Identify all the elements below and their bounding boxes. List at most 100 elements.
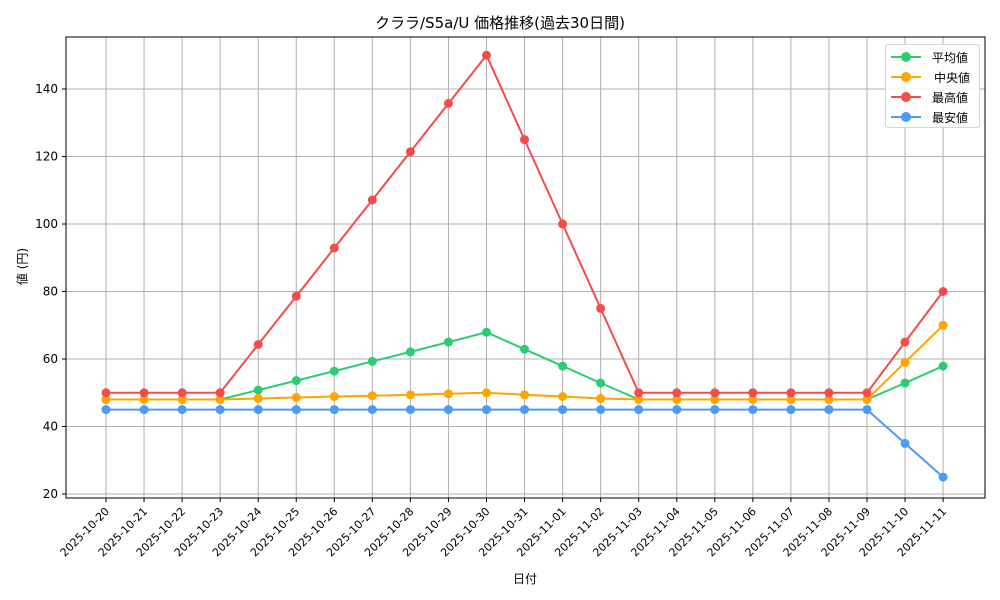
y-tick-label: 60 <box>43 352 58 366</box>
data-point-marker <box>215 405 225 415</box>
data-point-marker <box>900 337 910 347</box>
data-point-marker <box>520 135 529 145</box>
y-axis-label: 値 (円) <box>15 247 30 286</box>
legend-dot-marker-icon <box>901 72 911 82</box>
legend-item-median: 中央値 <box>886 67 979 87</box>
data-point-marker <box>938 472 948 482</box>
data-point-marker <box>596 378 606 388</box>
data-point-marker <box>253 405 263 415</box>
data-point-marker <box>329 366 339 376</box>
data-point-marker <box>786 388 796 398</box>
data-point-marker <box>405 347 415 357</box>
y-tick-label: 80 <box>43 285 58 299</box>
data-series <box>101 50 948 482</box>
data-point-marker <box>710 395 720 404</box>
legend-label: 最安値 <box>932 111 969 125</box>
x-axis-ticks: 2025-10-202025-10-212025-10-222025-10-23… <box>58 498 949 559</box>
data-point-marker <box>520 344 529 354</box>
data-point-marker <box>215 395 225 404</box>
data-point-marker <box>329 243 339 253</box>
data-point-marker <box>558 405 568 415</box>
legend-dot-marker-icon <box>901 92 911 102</box>
data-point-marker <box>101 395 111 404</box>
data-point-marker <box>558 361 568 371</box>
legend-dot-marker-icon <box>901 112 911 122</box>
data-point-marker <box>177 405 187 415</box>
data-point-marker <box>596 405 606 415</box>
legend-item-min: 最安値 <box>886 107 979 127</box>
data-point-marker <box>139 395 149 404</box>
data-point-marker <box>253 394 263 403</box>
data-point-marker <box>672 388 682 398</box>
y-tick-label: 100 <box>35 217 58 231</box>
legend-dot-marker-icon <box>901 52 911 62</box>
y-tick-label: 40 <box>43 420 58 434</box>
legend: 平均値 中央値 最高値 最安値 <box>885 44 980 128</box>
data-point-marker <box>367 356 377 366</box>
data-point-marker <box>139 405 149 415</box>
legend-label: 中央値 <box>934 71 971 85</box>
data-point-marker <box>443 405 453 415</box>
data-point-marker <box>405 405 415 415</box>
series-最安値 <box>101 405 948 482</box>
data-point-marker <box>329 405 339 415</box>
data-point-marker <box>177 395 187 404</box>
legend-label: 平均値 <box>932 51 969 65</box>
data-point-marker <box>253 385 263 395</box>
grid-lines <box>66 37 985 498</box>
data-point-marker <box>291 405 301 415</box>
data-point-marker <box>786 395 796 404</box>
data-point-marker <box>596 394 606 403</box>
data-point-marker <box>443 337 453 347</box>
data-point-marker <box>482 327 491 337</box>
data-point-marker <box>520 405 529 415</box>
plot-area-frame <box>65 36 986 499</box>
data-point-marker <box>862 405 872 415</box>
data-point-marker <box>405 390 415 400</box>
data-point-marker <box>482 405 491 415</box>
data-point-marker <box>558 219 568 229</box>
data-point-marker <box>634 395 644 404</box>
legend-item-max: 最高値 <box>886 87 979 107</box>
data-point-marker <box>482 388 491 398</box>
data-point-marker <box>443 389 453 399</box>
data-point-marker <box>215 388 225 398</box>
data-point-marker <box>558 392 568 401</box>
series-最高値 <box>101 50 948 398</box>
y-tick-label: 20 <box>43 487 58 501</box>
data-point-marker <box>710 388 720 398</box>
chart-title: クララ/S5a/U 価格推移(過去30日間) <box>375 14 625 32</box>
data-point-marker <box>405 147 415 157</box>
data-point-marker <box>672 395 682 404</box>
legend-item-mean: 平均値 <box>886 47 979 67</box>
data-point-marker <box>900 357 910 367</box>
data-point-marker <box>862 388 872 398</box>
data-point-marker <box>748 405 758 415</box>
data-point-marker <box>367 195 377 205</box>
x-axis-label: 日付 <box>512 572 537 586</box>
data-point-marker <box>900 438 910 448</box>
data-point-marker <box>938 287 948 296</box>
data-point-marker <box>329 392 339 401</box>
data-point-marker <box>786 405 796 415</box>
y-tick-label: 120 <box>35 150 58 164</box>
data-point-marker <box>139 388 149 398</box>
y-axis-ticks: 20 40 60 80 100 120 140 <box>35 82 66 501</box>
data-point-marker <box>938 361 948 371</box>
data-point-marker <box>101 388 111 398</box>
data-point-marker <box>101 405 111 415</box>
data-point-marker <box>672 405 682 415</box>
data-point-marker <box>748 388 758 398</box>
data-point-marker <box>862 395 872 404</box>
legend-label: 最高値 <box>932 91 969 105</box>
data-point-marker <box>520 390 529 400</box>
data-point-marker <box>596 303 606 313</box>
data-point-marker <box>291 291 301 301</box>
data-point-marker <box>748 395 758 404</box>
data-point-marker <box>634 405 644 415</box>
data-point-marker <box>710 405 720 415</box>
data-point-marker <box>443 99 453 108</box>
data-point-marker <box>253 340 263 349</box>
data-point-marker <box>367 405 377 415</box>
